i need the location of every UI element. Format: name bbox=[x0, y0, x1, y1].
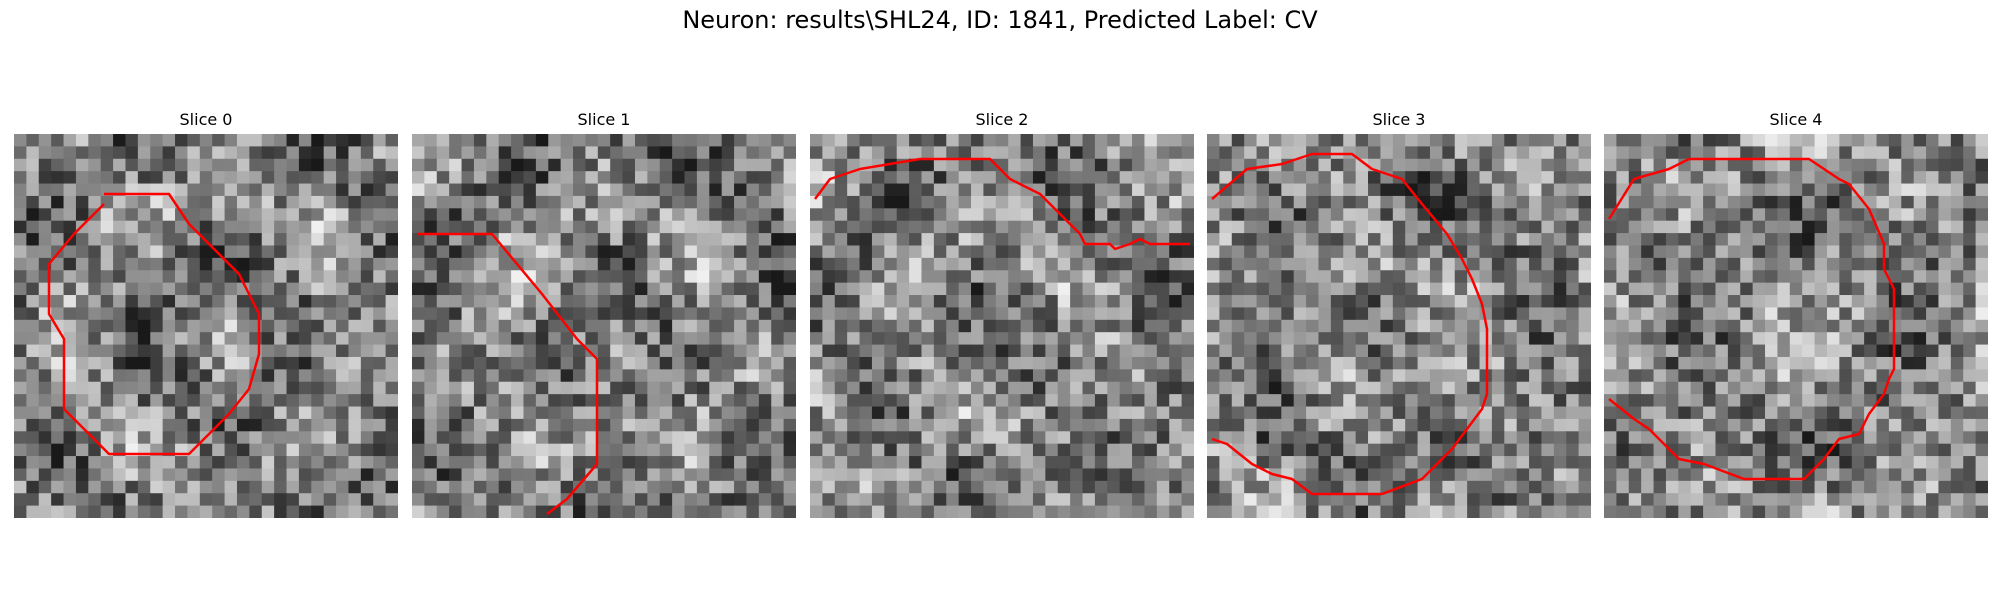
pixel-grid bbox=[810, 134, 1194, 518]
slice-1-canvas bbox=[412, 134, 796, 518]
slice-4-canvas bbox=[1604, 134, 1988, 518]
slice-1-title: Slice 1 bbox=[577, 110, 631, 129]
slice-3-canvas bbox=[1207, 134, 1591, 518]
segmentation-contour bbox=[417, 232, 599, 515]
pixel-grid bbox=[1207, 134, 1591, 518]
slice-3-title: Slice 3 bbox=[1372, 110, 1426, 129]
slice-1-image bbox=[412, 134, 796, 518]
segmentation-contour bbox=[47, 192, 261, 456]
slice-0-canvas bbox=[14, 134, 398, 518]
slice-4-title: Slice 4 bbox=[1769, 110, 1823, 129]
segmentation-contour bbox=[1211, 152, 1489, 496]
slice-3-image bbox=[1207, 134, 1591, 518]
slice-2-canvas bbox=[810, 134, 1194, 518]
slice-4-image bbox=[1604, 134, 1988, 518]
slice-0-title: Slice 0 bbox=[179, 110, 233, 129]
slice-2-image bbox=[810, 134, 1194, 518]
slice-2-title: Slice 2 bbox=[975, 110, 1029, 129]
slice-0-image bbox=[14, 134, 398, 518]
pixel-grid bbox=[1604, 134, 1988, 518]
segmentation-contour bbox=[814, 157, 1190, 251]
segmentation-contour bbox=[1607, 157, 1896, 481]
figure-title: Neuron: results\SHL24, ID: 1841, Predict… bbox=[682, 6, 1318, 34]
pixel-grid bbox=[412, 134, 796, 518]
pixel-grid bbox=[14, 134, 398, 518]
